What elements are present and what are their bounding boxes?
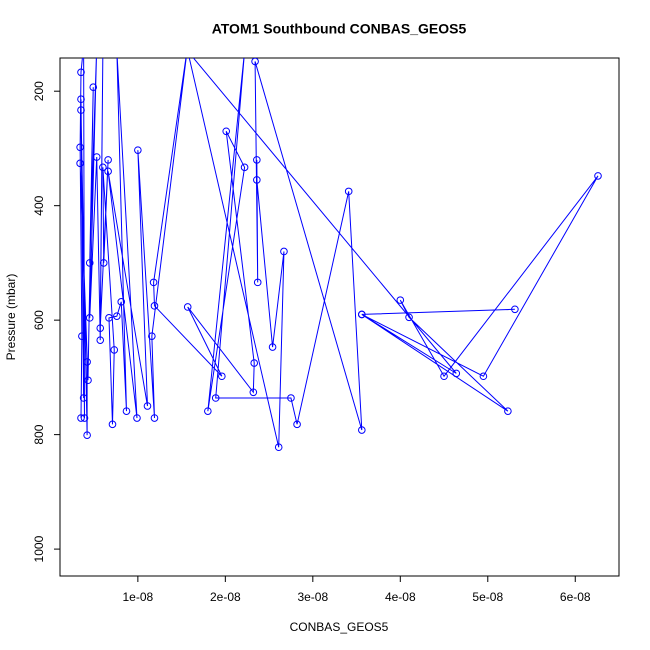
data-point xyxy=(113,312,121,320)
data-point xyxy=(222,127,231,136)
data-point xyxy=(253,278,262,287)
data-point xyxy=(89,83,98,91)
y-tick-label: 1000 xyxy=(32,535,46,562)
data-point xyxy=(218,372,226,381)
plot-frame xyxy=(59,57,620,577)
plot-area xyxy=(76,58,602,452)
data-point xyxy=(250,359,259,367)
x-tick-label: 2e-08 xyxy=(210,590,241,604)
y-tick-label: 400 xyxy=(32,195,46,215)
data-point xyxy=(77,106,85,114)
data-point xyxy=(148,332,156,340)
y-tick-label: 600 xyxy=(32,310,46,330)
data-point xyxy=(122,407,131,415)
data-point xyxy=(183,303,192,311)
data-point xyxy=(405,313,413,322)
x-tick-label: 4e-08 xyxy=(385,590,416,604)
data-point xyxy=(83,358,91,366)
data-point xyxy=(594,172,602,180)
data-line xyxy=(79,58,599,448)
data-point xyxy=(150,414,159,422)
data-point xyxy=(358,310,366,319)
data-point xyxy=(108,420,117,429)
data-point xyxy=(77,414,85,422)
data-point xyxy=(85,259,94,267)
data-point xyxy=(76,143,84,152)
data-point xyxy=(274,443,283,452)
data-point xyxy=(149,278,158,287)
data-point xyxy=(396,296,405,304)
y-axis-label: Pressure (mbar) xyxy=(4,274,18,361)
data-point xyxy=(133,414,141,422)
data-point xyxy=(287,394,295,402)
data-point xyxy=(80,414,89,422)
data-point xyxy=(99,163,107,172)
y-tick-label: 800 xyxy=(32,424,46,444)
data-point xyxy=(77,95,85,104)
x-tick-label: 3e-08 xyxy=(297,590,328,604)
x-tick-label: 5e-08 xyxy=(472,590,503,604)
data-point xyxy=(452,369,461,378)
data-point xyxy=(253,176,261,184)
y-tick-label: 200 xyxy=(32,81,46,101)
data-point xyxy=(104,167,112,176)
data-point xyxy=(84,376,92,385)
data-point xyxy=(204,407,212,415)
data-point xyxy=(92,153,101,161)
data-point xyxy=(504,407,512,415)
data-point xyxy=(83,431,91,439)
data-point xyxy=(479,372,488,381)
x-tick-label: 6e-08 xyxy=(560,590,591,604)
x-tick-label: 1e-08 xyxy=(123,590,154,604)
x-axis-label: CONBAS_GEOS5 xyxy=(290,620,389,634)
data-point xyxy=(251,58,259,66)
data-point xyxy=(511,305,519,314)
data-point xyxy=(344,187,353,196)
data-point xyxy=(77,68,85,77)
data-point xyxy=(440,372,448,381)
data-point xyxy=(110,346,119,354)
data-point xyxy=(99,259,108,267)
data-point xyxy=(134,146,142,154)
data-point xyxy=(358,426,366,434)
data-point xyxy=(117,298,126,306)
data-point xyxy=(249,388,258,397)
chart-title: ATOM1 Southbound CONBAS_GEOS5 xyxy=(212,21,467,37)
data-point xyxy=(79,394,88,402)
data-point xyxy=(211,394,220,402)
data-point xyxy=(268,343,277,351)
data-point xyxy=(96,324,105,332)
data-point xyxy=(280,247,288,256)
data-point xyxy=(253,156,261,164)
data-point xyxy=(105,314,113,322)
data-point xyxy=(96,336,105,344)
data-point xyxy=(293,420,301,429)
data-point xyxy=(143,402,152,410)
data-point xyxy=(85,314,94,322)
data-point xyxy=(78,332,86,340)
data-point xyxy=(104,156,112,164)
data-point xyxy=(240,163,249,172)
data-point xyxy=(150,302,159,310)
data-point xyxy=(76,159,84,168)
